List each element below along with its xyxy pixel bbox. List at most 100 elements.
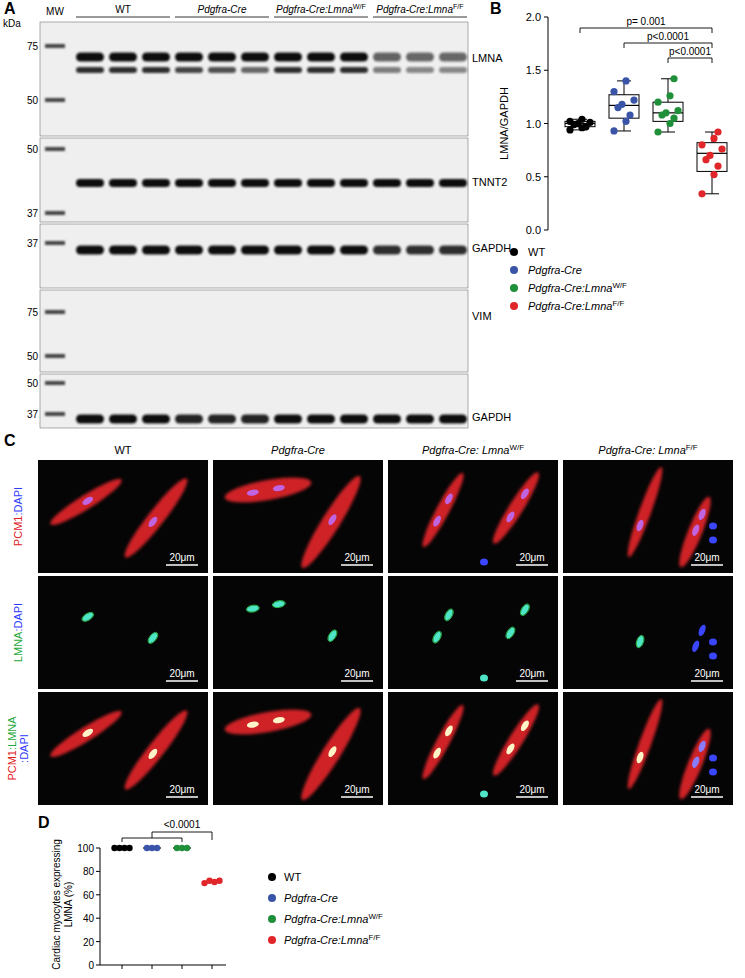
- cardiomyocyte: [119, 706, 193, 795]
- ladder-band: [45, 310, 65, 314]
- y-tick-label: 0.0: [526, 224, 541, 236]
- blot-strip: 7550: [27, 22, 468, 136]
- legend-marker: [510, 266, 518, 274]
- data-point: [622, 118, 629, 125]
- y-tick-label: 2.0: [526, 11, 541, 23]
- protein-band: [142, 179, 170, 187]
- y-tick-label: 60: [83, 890, 95, 901]
- group-underline: [274, 17, 368, 18]
- significance-bracket: [580, 28, 712, 33]
- data-point: [586, 119, 593, 126]
- protein-band: [142, 53, 170, 62]
- nucleus: [432, 514, 443, 527]
- y-tick: [544, 70, 548, 71]
- row-label-part: :DAPI: [12, 603, 24, 632]
- nucleus: [709, 523, 717, 530]
- protein-band: [208, 415, 236, 424]
- protein-band: [373, 53, 401, 62]
- scale-bar-label: 20μm: [519, 552, 544, 563]
- nucleus: [272, 484, 285, 492]
- protein-band: [76, 53, 104, 62]
- nucleus: [697, 740, 707, 753]
- nucleus: [81, 611, 94, 622]
- ladder-band: [45, 241, 65, 245]
- cardiomyocyte: [223, 473, 313, 508]
- genotype-label: WT: [115, 4, 131, 15]
- y-tick-label: 40: [83, 913, 95, 924]
- data-point: [666, 92, 673, 99]
- blot-membrane: [40, 290, 468, 372]
- nucleus: [709, 653, 717, 660]
- nucleus: [505, 510, 516, 523]
- row-label-part: PCM1: [6, 750, 18, 781]
- data-point: [662, 109, 669, 116]
- protein-band: [109, 53, 137, 62]
- y-tick: [544, 176, 548, 177]
- scale-bar-label: 20μm: [694, 668, 719, 679]
- genotype-allele: W/F: [509, 443, 524, 452]
- x-tick: [212, 965, 213, 969]
- image-background: [563, 460, 733, 573]
- data-point: [674, 107, 681, 114]
- blot-membrane: [40, 22, 468, 136]
- nucleus: [432, 746, 443, 759]
- p-value: p<0.0001: [647, 31, 689, 42]
- protein-band: [307, 179, 335, 187]
- genotype-allele: F/F: [686, 443, 698, 452]
- data-point: [714, 128, 721, 135]
- nucleus: [147, 515, 159, 528]
- nucleus: [147, 747, 159, 760]
- protein-band: [406, 246, 434, 255]
- scale-bar-label: 20μm: [169, 552, 194, 563]
- panel-label: D: [38, 814, 50, 831]
- protein-band: [241, 246, 269, 255]
- genotype-name: Pdgfra-Cre: Lmna: [422, 444, 509, 456]
- blot-strip: 5037: [27, 138, 468, 222]
- protein-band: [340, 53, 368, 62]
- data-point: [654, 128, 661, 135]
- protein-label: GAPDH: [472, 242, 511, 254]
- protein-band: [274, 415, 302, 424]
- nucleus: [246, 605, 259, 613]
- protein-band: [340, 246, 368, 255]
- genotype-name: WT: [115, 4, 131, 15]
- x-tick: [152, 965, 153, 969]
- protein-band: [274, 179, 302, 187]
- data-point: [610, 127, 617, 134]
- micrograph: 20μm: [388, 460, 558, 573]
- image-background: [213, 576, 383, 689]
- nuclear-lamina: [504, 626, 517, 641]
- nucleus: [443, 492, 454, 505]
- group-underline: [373, 17, 467, 18]
- scale-bar: [341, 796, 373, 798]
- protein-band: [373, 246, 401, 255]
- cardiomyocyte: [488, 469, 544, 548]
- legend-label: Pdgfra-Cre:LmnaW/F: [284, 912, 383, 925]
- scale-bar-label: 20μm: [169, 784, 194, 795]
- nucleus: [327, 745, 338, 758]
- image-background: [38, 692, 208, 805]
- protein-band: [274, 53, 302, 62]
- data-point: [670, 115, 677, 122]
- protein-band: [307, 246, 335, 255]
- protein-band: [142, 246, 170, 255]
- marker-label: 37: [27, 208, 39, 219]
- scale-bar: [166, 680, 198, 682]
- y-tick: [96, 965, 100, 966]
- panel-label: B: [490, 0, 502, 17]
- cardiomyocyte: [223, 705, 313, 740]
- scale-bar: [166, 796, 198, 798]
- nucleus: [519, 487, 530, 500]
- protein-band: [208, 67, 236, 73]
- data-point: [622, 77, 629, 84]
- nucleus: [81, 727, 94, 738]
- blot-strip: 7550: [27, 290, 468, 372]
- genotype-allele: W/F: [368, 912, 383, 921]
- plot-area: [111, 845, 222, 887]
- row-label-part: LMNA: [12, 631, 24, 662]
- genotype-name: Pdgfra-Cre: [284, 892, 338, 904]
- data-point: [710, 171, 717, 178]
- y-tick-label: 1.5: [526, 64, 541, 76]
- legend-marker: [268, 894, 276, 902]
- figure: ABCDkDaMWWTPdgfra-CrePdgfra-Cre:LmnaW/FP…: [0, 0, 745, 978]
